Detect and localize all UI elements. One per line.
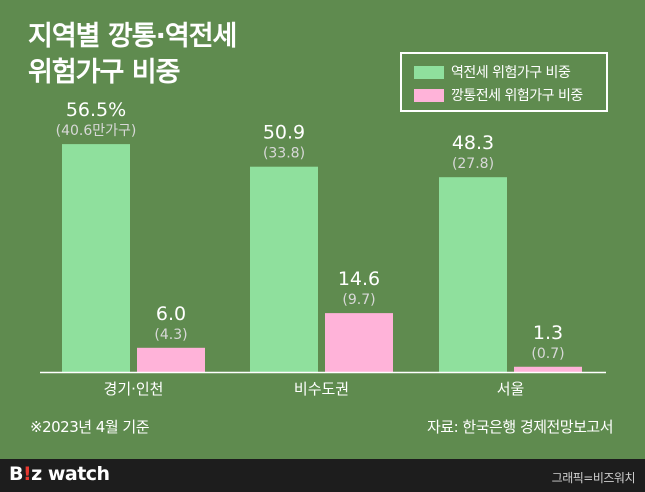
graphic-credit: 그래픽=비즈워치 — [551, 471, 636, 485]
bar-reverse-0 — [62, 144, 130, 372]
value-label-empty-1: 14.6 — [338, 268, 380, 290]
legend-item-reverse: 역전세 위험가구 비중 — [414, 64, 571, 81]
legend-label-reverse: 역전세 위험가구 비중 — [451, 65, 571, 81]
chart-title-line1: 지역별 깡통·역전세 — [28, 21, 237, 52]
value-label-empty-2: 1.3 — [533, 322, 563, 344]
bar-empty-1 — [325, 313, 393, 372]
bar-reverse-2 — [439, 177, 507, 372]
brand-logo: B!z watch — [9, 463, 110, 485]
footer-bar: B!z watch 그래픽=비즈워치 — [0, 459, 645, 492]
count-label-empty-1: (9.7) — [342, 292, 375, 308]
legend-item-empty: 깡통전세 위험가구 비중 — [414, 87, 583, 104]
count-label-empty-2: (0.7) — [531, 346, 564, 362]
legend-swatch-empty — [414, 88, 444, 102]
value-label-reverse-1: 50.9 — [263, 122, 305, 144]
count-label-reverse-1: (33.8) — [263, 146, 305, 162]
bar-empty-0 — [137, 347, 205, 372]
date-note: ※2023년 4월 기준 — [30, 418, 150, 436]
count-label-reverse-2: (27.8) — [452, 156, 494, 172]
count-label-reverse-0: (40.6만가구) — [56, 123, 137, 139]
value-label-empty-0: 6.0 — [156, 303, 186, 325]
bar-chart: 56.5% (40.6만가구) 6.0 (4.3) 경기·인천 50.9 (33.8) 14.… — [40, 99, 606, 398]
value-label-reverse-2: 48.3 — [452, 132, 494, 154]
value-label-reverse-0: 56.5% — [66, 99, 126, 121]
count-label-empty-0: (4.3) — [154, 327, 187, 343]
legend-label-empty: 깡통전세 위험가구 비중 — [451, 88, 583, 104]
bar-reverse-1 — [250, 166, 318, 372]
category-label-0: 경기·인천 — [104, 380, 164, 398]
bar-empty-2 — [514, 366, 582, 372]
legend-swatch-reverse — [414, 65, 444, 79]
category-label-1: 비수도권 — [294, 380, 349, 398]
legend: 역전세 위험가구 비중 깡통전세 위험가구 비중 — [400, 52, 608, 112]
chart-title-line2: 위험가구 비중 — [28, 57, 180, 88]
source-note: 자료: 한국은행 경제전망보고서 — [427, 418, 614, 436]
category-label-2: 서울 — [497, 380, 525, 398]
